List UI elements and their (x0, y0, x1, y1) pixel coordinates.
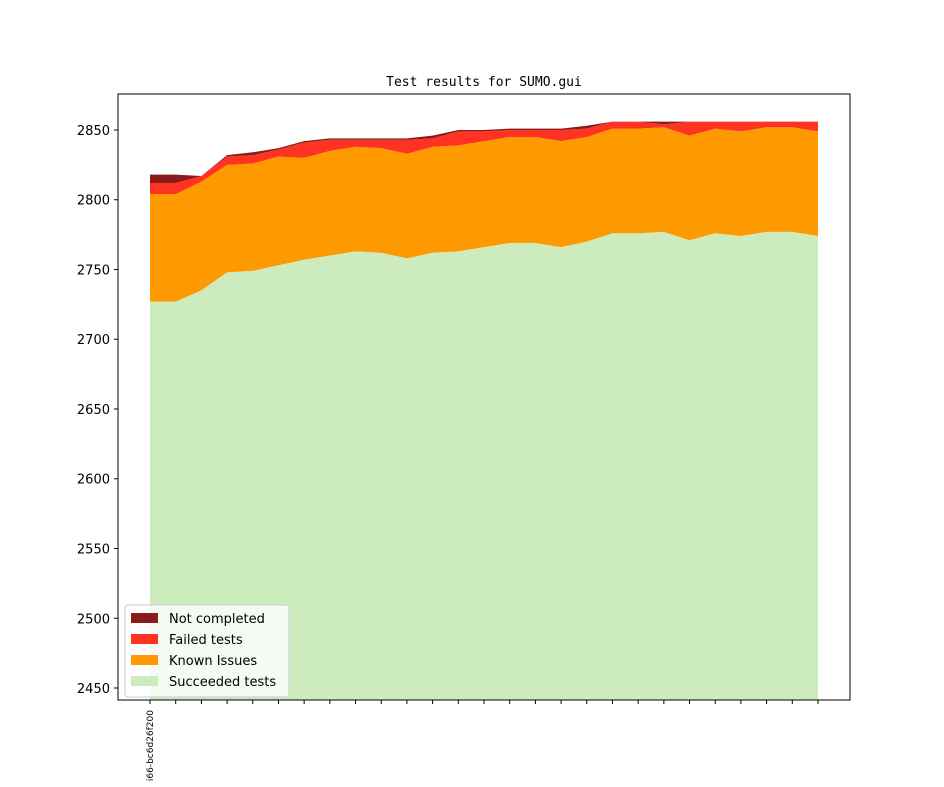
y-tick-label: 2800 (77, 194, 110, 209)
area (150, 127, 818, 302)
legend-label: Not completed (169, 612, 265, 627)
y-tick-label: 2450 (77, 682, 110, 697)
chart-title: Test results for SUMO.gui (386, 75, 582, 90)
legend-box (124, 604, 290, 698)
legend: Not completed Failed tests Known Issues Suc… (124, 604, 290, 698)
legend-swatch (131, 676, 158, 686)
y-tick-label: 2700 (77, 333, 110, 348)
y-tick-label: 2650 (77, 403, 110, 418)
legend-label: Failed tests (169, 633, 243, 648)
legend-swatch (131, 634, 158, 644)
y-tick-label: 2750 (77, 263, 110, 278)
y-tick-label: 2850 (77, 124, 110, 139)
legend-swatch (131, 613, 158, 623)
y-tick-label: 2550 (77, 543, 110, 558)
area (150, 121, 818, 195)
y-tick-label: 2500 (77, 612, 110, 627)
legend-label: Succeeded tests (169, 675, 276, 690)
x-tick-label: i66-bc6d26f200 (146, 710, 156, 781)
area (150, 231, 818, 700)
legend-label: Known Issues (169, 654, 257, 669)
y-tick-label: 2600 (77, 473, 110, 488)
legend-swatch (131, 655, 158, 665)
